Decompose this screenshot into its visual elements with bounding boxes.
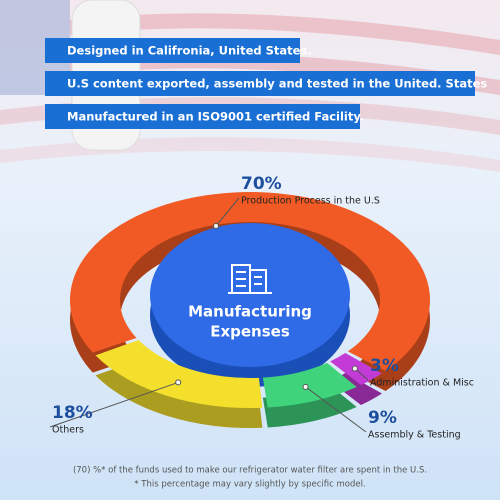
category-label: Production Process in the U.S	[241, 196, 380, 207]
banner	[45, 38, 300, 63]
leader-dot	[175, 379, 182, 386]
value-label: 9%	[368, 408, 397, 428]
icon-part	[228, 271, 272, 294]
banner-text: Designed in Califronia, United States.	[67, 44, 312, 58]
banner-text: U.S content exported, assembly and teste…	[67, 77, 487, 91]
category-label: Assembly & Testing	[368, 430, 461, 441]
segment	[95, 340, 263, 408]
banner-group: Designed in Califronia, United States. U.…	[45, 38, 487, 129]
leader-line	[49, 381, 179, 428]
center-label: Expenses	[210, 323, 290, 341]
category-label: Administration & Misc	[370, 378, 474, 389]
segment-side	[70, 212, 431, 392]
banner-text: Manufactured in an ISO9001 certified Fac…	[67, 110, 364, 124]
banner	[45, 71, 475, 96]
building-icon	[228, 264, 272, 294]
footnote: (70) %* of the funds used to make our re…	[73, 466, 427, 476]
segment	[262, 362, 357, 408]
value-label: 3%	[370, 356, 399, 376]
value-label: 18%	[52, 403, 93, 423]
leader-line	[215, 197, 240, 227]
leader-dot	[213, 223, 219, 229]
leader-dot	[302, 383, 309, 390]
leader-line	[305, 386, 367, 433]
banner	[45, 104, 360, 129]
donut-chart: Manufacturing Expenses 70% Production Proce…	[49, 174, 474, 441]
value-label: 70%	[241, 174, 282, 194]
center-top	[150, 223, 350, 367]
segment	[70, 192, 431, 372]
leader-dot	[351, 365, 358, 372]
footnote: * This percentage may vary slightly by s…	[134, 480, 365, 490]
category-label: Others	[52, 425, 84, 436]
center-label: Manufacturing	[188, 303, 312, 321]
